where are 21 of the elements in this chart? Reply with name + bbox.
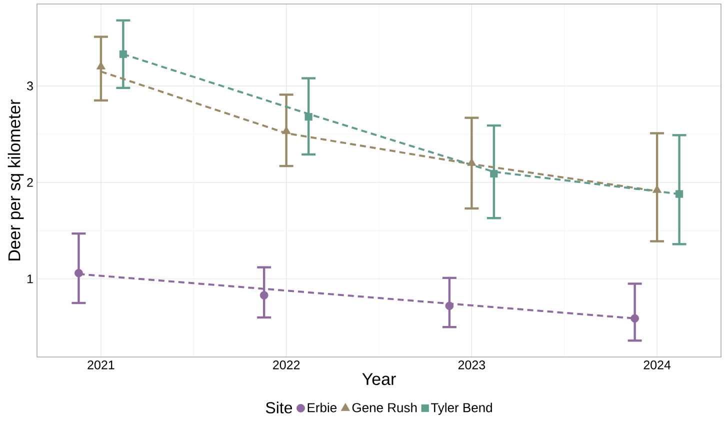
point (630, 314, 640, 323)
x-axis-title: Year (362, 373, 396, 386)
point (260, 291, 268, 300)
legend-label: Erbie (308, 402, 337, 412)
x-tick-label: 2021 (88, 360, 114, 370)
x-tick-label: 2024 (644, 360, 671, 370)
x-tick-label: 2023 (458, 360, 486, 370)
x-tick-label: 2022 (273, 360, 300, 370)
y-tick-label: 3 (26, 82, 33, 90)
y-axis-title: Deer per sq kilometer (8, 100, 24, 260)
point (304, 113, 312, 121)
legend-title: Site (266, 402, 292, 414)
legend-label: Gene Rush (352, 402, 417, 412)
point (676, 190, 684, 198)
point (74, 268, 83, 278)
point (445, 302, 454, 310)
y-tick-label: 2 (27, 178, 33, 187)
y-tick-label: 1 (27, 274, 33, 284)
point (119, 50, 127, 58)
legend-label: Tyler Bend (430, 402, 492, 415)
point (490, 170, 498, 178)
